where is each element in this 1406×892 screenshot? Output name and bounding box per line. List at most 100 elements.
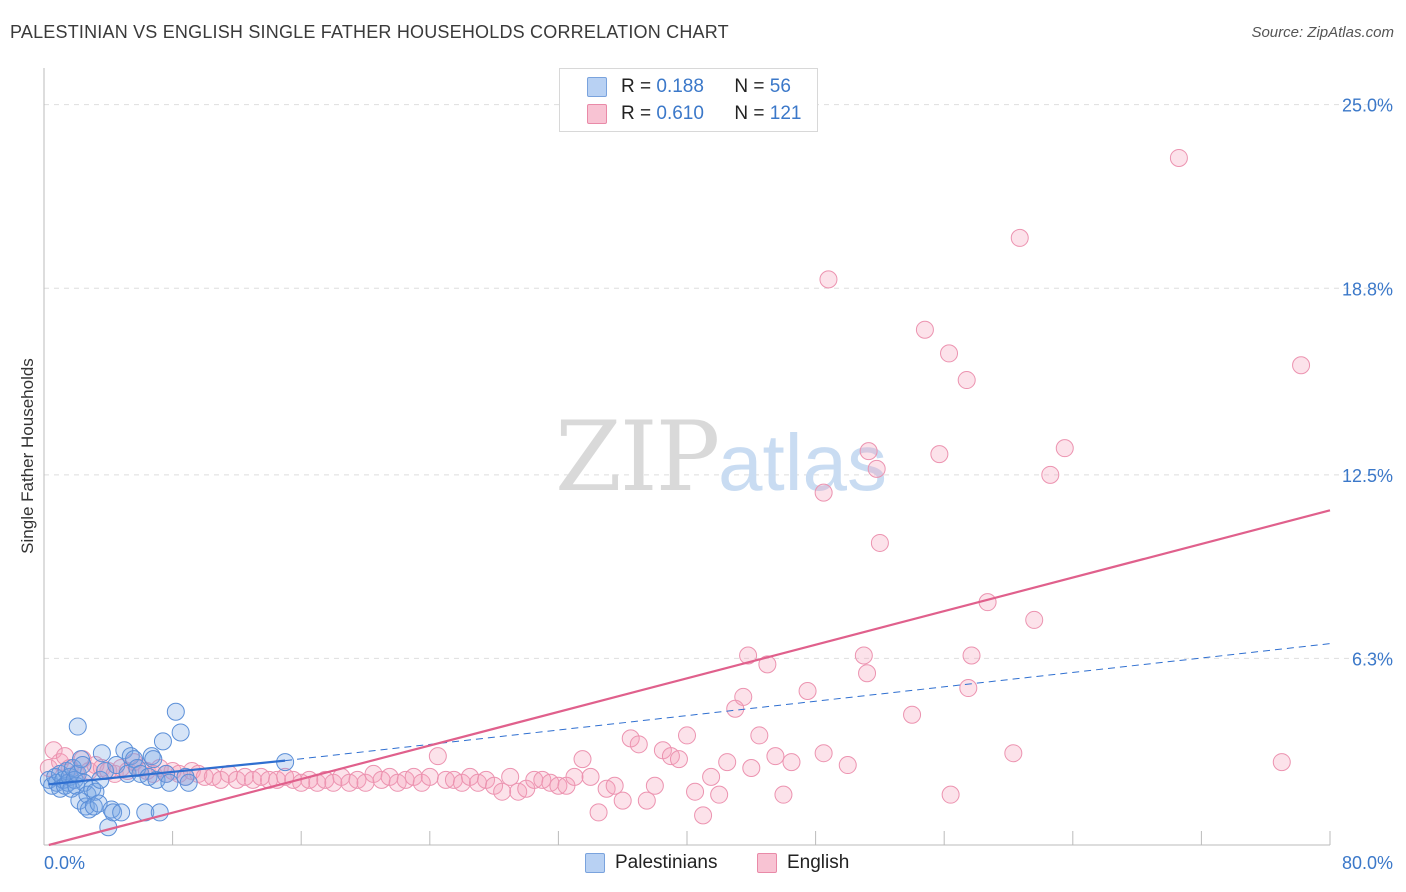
english-point xyxy=(1055,439,1074,458)
english-point xyxy=(645,776,664,795)
english-point xyxy=(870,533,889,552)
legend-n-value: 121 xyxy=(769,103,802,124)
palestinian-point xyxy=(71,750,90,769)
legend-r-label: R = xyxy=(621,76,652,97)
palestinian-trend-line xyxy=(285,643,1331,762)
english-point xyxy=(694,806,713,825)
legend-swatch-pink xyxy=(587,104,607,124)
palestinian-point xyxy=(160,773,179,792)
english-point xyxy=(957,371,976,390)
english-point xyxy=(428,747,447,766)
legend-row-palestinians: R = 0.188 N = 56 xyxy=(560,74,791,100)
bottom-swatch-blue xyxy=(585,853,605,873)
english-point xyxy=(962,646,981,665)
stats-legend: R = 0.188 N = 56 R = 0.610 N = 121 xyxy=(559,68,818,132)
english-point xyxy=(718,753,737,772)
english-point xyxy=(941,785,960,804)
palestinian-point xyxy=(112,803,131,822)
english-point xyxy=(838,756,857,775)
english-point xyxy=(930,445,949,464)
english-point xyxy=(859,442,878,461)
tick-labels: 6.3% 12.5% 18.8% 25.0% 0.0% 80.0% xyxy=(44,96,1393,873)
bottom-legend-label: Palestinians xyxy=(615,852,718,873)
legend-n-value: 56 xyxy=(769,76,791,97)
english-point xyxy=(1169,148,1188,167)
axes xyxy=(43,68,1331,846)
trend-lines xyxy=(48,509,1331,847)
english-point xyxy=(678,726,696,745)
source-label: Source: ZipAtlas.com xyxy=(1251,24,1394,41)
palestinian-point xyxy=(176,767,195,786)
english-point xyxy=(581,767,600,786)
english-point xyxy=(867,459,886,478)
english-point xyxy=(814,483,833,502)
english-point xyxy=(420,767,439,786)
english-point xyxy=(565,767,584,786)
english-point xyxy=(959,679,978,698)
palestinian-point xyxy=(166,702,185,721)
y-tick-label: 6.3% xyxy=(1352,649,1393,669)
palestinian-point xyxy=(86,782,105,801)
english-point xyxy=(1041,465,1060,484)
x-tick-label: 80.0% xyxy=(1342,853,1393,873)
english-point xyxy=(501,767,520,786)
english-point xyxy=(710,785,729,804)
english-point xyxy=(493,782,512,801)
english-point xyxy=(758,655,777,674)
palestinian-point xyxy=(80,800,99,819)
legend-n-label: N = xyxy=(734,76,765,97)
english-point xyxy=(819,270,838,289)
palestinian-point xyxy=(142,747,161,766)
english-point xyxy=(750,726,769,745)
english-point xyxy=(702,767,721,786)
english-point xyxy=(1272,753,1291,772)
english-point xyxy=(573,750,592,769)
palestinian-point xyxy=(73,756,92,775)
y-tick-label: 18.8% xyxy=(1342,279,1393,299)
english-point xyxy=(1004,744,1023,763)
english-point xyxy=(774,785,793,804)
english-point xyxy=(589,803,608,822)
y-tick-label: 12.5% xyxy=(1342,466,1393,486)
legend-r-value: 0.188 xyxy=(656,76,704,97)
english-point xyxy=(766,747,785,766)
english-point xyxy=(814,744,833,763)
english-point xyxy=(739,646,758,665)
english-point xyxy=(605,776,624,795)
english-point xyxy=(1025,610,1044,629)
watermark-atlas: atlas xyxy=(718,418,887,507)
palestinian-point xyxy=(84,797,103,816)
legend-r-label: R = xyxy=(621,103,652,124)
english-point xyxy=(940,344,959,363)
palestinian-point xyxy=(171,723,190,742)
bottom-legend-palestinians: Palestinians xyxy=(585,852,717,874)
bottom-swatch-pink xyxy=(757,853,777,873)
english-point xyxy=(613,791,632,810)
english-point xyxy=(798,682,817,701)
palestinian-point xyxy=(179,773,198,792)
english-point xyxy=(44,741,63,760)
palestinian-point xyxy=(102,800,121,819)
english-point xyxy=(903,705,922,724)
english-point xyxy=(742,759,761,778)
english-point xyxy=(854,646,873,665)
grid-lines xyxy=(44,104,1392,659)
watermark: ZIP atlas xyxy=(555,401,887,513)
watermark-zip: ZIP xyxy=(555,401,718,513)
x-tick-label: 0.0% xyxy=(44,853,85,873)
legend-n-label: N = xyxy=(734,103,765,124)
english-point xyxy=(669,750,688,769)
legend-r-value: 0.610 xyxy=(656,103,704,124)
palestinian-point xyxy=(118,764,137,783)
palestinian-point xyxy=(144,750,163,769)
palestinian-point xyxy=(153,732,172,751)
palestinian-point xyxy=(68,717,87,736)
english-point xyxy=(858,664,877,683)
chart-title: PALESTINIAN VS ENGLISH SINGLE FATHER HOU… xyxy=(10,22,729,42)
bottom-legend-english: English xyxy=(757,852,849,874)
bottom-legend-label: English xyxy=(787,852,850,873)
palestinian-point xyxy=(121,747,140,766)
english-point xyxy=(1010,228,1029,247)
legend-swatch-blue xyxy=(587,77,607,97)
